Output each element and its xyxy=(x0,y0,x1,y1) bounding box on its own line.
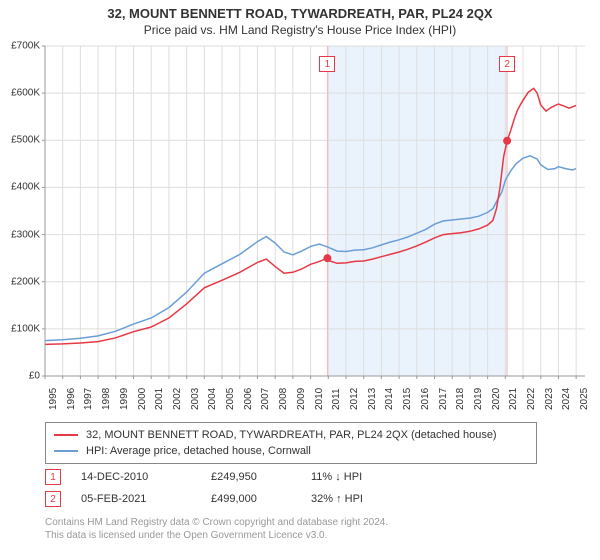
x-tick-label: 2002 xyxy=(172,388,183,410)
marker-date: 05-FEB-2021 xyxy=(81,493,211,505)
marker-price: £499,000 xyxy=(211,493,311,505)
marker-pct: 11% ↓ HPI xyxy=(311,471,441,483)
y-tick-label: £400K xyxy=(11,182,40,193)
legend-swatch xyxy=(54,434,78,436)
x-tick-label: 1995 xyxy=(48,388,59,410)
sub-title: Price paid vs. HM Land Registry's House … xyxy=(0,23,600,37)
x-tick-label: 2015 xyxy=(402,388,413,410)
x-tick-label: 1999 xyxy=(119,388,130,410)
footer-line-2: This data is licensed under the Open Gov… xyxy=(45,529,388,542)
marker-table: 1 14-DEC-2010£249,95011% ↓ HPI 2 05-FEB-202… xyxy=(45,466,585,510)
marker-row: 1 14-DEC-2010£249,95011% ↓ HPI xyxy=(45,466,585,488)
x-tick-label: 2008 xyxy=(278,388,289,410)
marker-row: 2 05-FEB-2021£499,00032% ↑ HPI xyxy=(45,488,585,510)
y-tick-label: £500K xyxy=(11,135,40,146)
x-tick-label: 2011 xyxy=(331,388,342,410)
x-tick-label: 2018 xyxy=(455,388,466,410)
x-tick-label: 2007 xyxy=(260,388,271,410)
x-tick-label: 2003 xyxy=(190,388,201,410)
x-tick-label: 2010 xyxy=(314,388,325,410)
main-title: 32, MOUNT BENNETT ROAD, TYWARDREATH, PAR… xyxy=(0,6,600,21)
y-tick-label: £100K xyxy=(11,323,40,334)
y-axis-ticks: £0£100K£200K£300K£400K£500K£600K£700K xyxy=(0,46,44,376)
marker-pct: 32% ↑ HPI xyxy=(311,493,441,505)
legend-row: HPI: Average price, detached house, Corn… xyxy=(54,443,528,459)
x-tick-label: 1997 xyxy=(83,388,94,410)
x-tick-label: 2016 xyxy=(420,388,431,410)
x-tick-label: 2004 xyxy=(207,388,218,410)
x-tick-label: 2013 xyxy=(367,388,378,410)
x-tick-label: 2023 xyxy=(544,388,555,410)
chart-area: 12 xyxy=(45,46,585,376)
legend-box: 32, MOUNT BENNETT ROAD, TYWARDREATH, PAR… xyxy=(45,422,537,464)
chart-marker-badge: 2 xyxy=(499,56,515,72)
y-tick-label: £0 xyxy=(29,371,40,382)
y-tick-label: £200K xyxy=(11,276,40,287)
x-tick-label: 2019 xyxy=(473,388,484,410)
marker-price: £249,950 xyxy=(211,471,311,483)
legend-label: 32, MOUNT BENNETT ROAD, TYWARDREATH, PAR… xyxy=(86,429,497,441)
x-tick-label: 1998 xyxy=(101,388,112,410)
x-tick-label: 2000 xyxy=(137,388,148,410)
legend-label: HPI: Average price, detached house, Corn… xyxy=(86,445,311,457)
x-tick-label: 2024 xyxy=(561,388,572,410)
x-tick-label: 2001 xyxy=(154,388,165,410)
y-tick-label: £700K xyxy=(11,41,40,52)
marker-badge: 2 xyxy=(45,491,61,507)
y-tick-label: £600K xyxy=(11,88,40,99)
title-block: 32, MOUNT BENNETT ROAD, TYWARDREATH, PAR… xyxy=(0,0,600,37)
y-tick-label: £300K xyxy=(11,229,40,240)
x-tick-label: 2014 xyxy=(384,388,395,410)
legend-swatch xyxy=(54,450,78,452)
footer-line-1: Contains HM Land Registry data © Crown c… xyxy=(45,516,388,529)
x-tick-label: 2012 xyxy=(349,388,360,410)
chart-container: 32, MOUNT BENNETT ROAD, TYWARDREATH, PAR… xyxy=(0,0,600,560)
x-tick-label: 2017 xyxy=(438,388,449,410)
x-tick-label: 2009 xyxy=(296,388,307,410)
x-tick-label: 2020 xyxy=(491,388,502,410)
x-tick-label: 1996 xyxy=(66,388,77,410)
marker-date: 14-DEC-2010 xyxy=(81,471,211,483)
line-chart xyxy=(45,46,585,376)
marker-badge: 1 xyxy=(45,469,61,485)
x-tick-label: 2021 xyxy=(508,388,519,410)
x-tick-label: 2022 xyxy=(526,388,537,410)
legend-row: 32, MOUNT BENNETT ROAD, TYWARDREATH, PAR… xyxy=(54,427,528,443)
x-tick-label: 2006 xyxy=(243,388,254,410)
chart-marker-badge: 1 xyxy=(319,56,335,72)
x-tick-label: 2025 xyxy=(579,388,590,410)
footer-text: Contains HM Land Registry data © Crown c… xyxy=(45,516,388,542)
x-axis-ticks: 1995 1996 1997 1998 1999 2000 2001 2002 2003 2004… xyxy=(45,378,585,418)
x-tick-label: 2005 xyxy=(225,388,236,410)
